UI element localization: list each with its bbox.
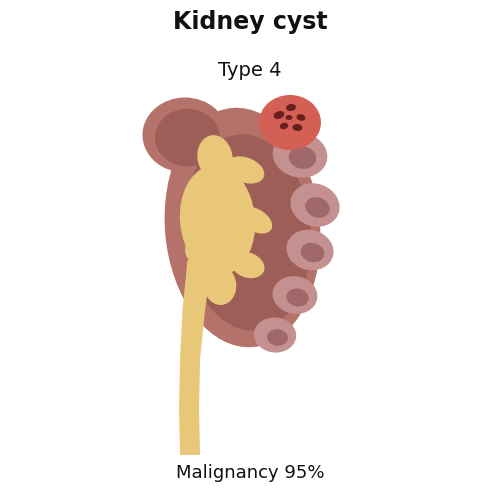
Ellipse shape	[155, 109, 220, 166]
Ellipse shape	[286, 288, 308, 306]
Ellipse shape	[267, 329, 288, 346]
Ellipse shape	[230, 252, 264, 278]
Ellipse shape	[289, 146, 316, 169]
Polygon shape	[179, 260, 212, 455]
Ellipse shape	[274, 111, 284, 119]
Ellipse shape	[259, 95, 321, 150]
Ellipse shape	[142, 98, 228, 172]
Text: Kidney cyst: Kidney cyst	[172, 10, 328, 34]
Ellipse shape	[226, 156, 264, 184]
Ellipse shape	[238, 206, 272, 234]
Ellipse shape	[290, 184, 340, 226]
Ellipse shape	[185, 235, 215, 265]
Ellipse shape	[184, 134, 312, 330]
Ellipse shape	[254, 318, 296, 352]
Ellipse shape	[186, 216, 214, 264]
Ellipse shape	[306, 197, 330, 218]
Ellipse shape	[292, 124, 302, 131]
Ellipse shape	[272, 132, 328, 178]
Ellipse shape	[286, 104, 296, 111]
Ellipse shape	[286, 230, 334, 270]
Ellipse shape	[296, 114, 306, 121]
Text: Malignancy 95%: Malignancy 95%	[176, 464, 324, 481]
Text: Type 4: Type 4	[218, 60, 282, 80]
Ellipse shape	[164, 108, 320, 347]
Ellipse shape	[204, 265, 236, 305]
Ellipse shape	[286, 115, 292, 120]
Ellipse shape	[272, 276, 318, 314]
Ellipse shape	[300, 243, 324, 262]
Ellipse shape	[198, 135, 232, 180]
Ellipse shape	[180, 165, 255, 275]
Ellipse shape	[280, 122, 288, 130]
